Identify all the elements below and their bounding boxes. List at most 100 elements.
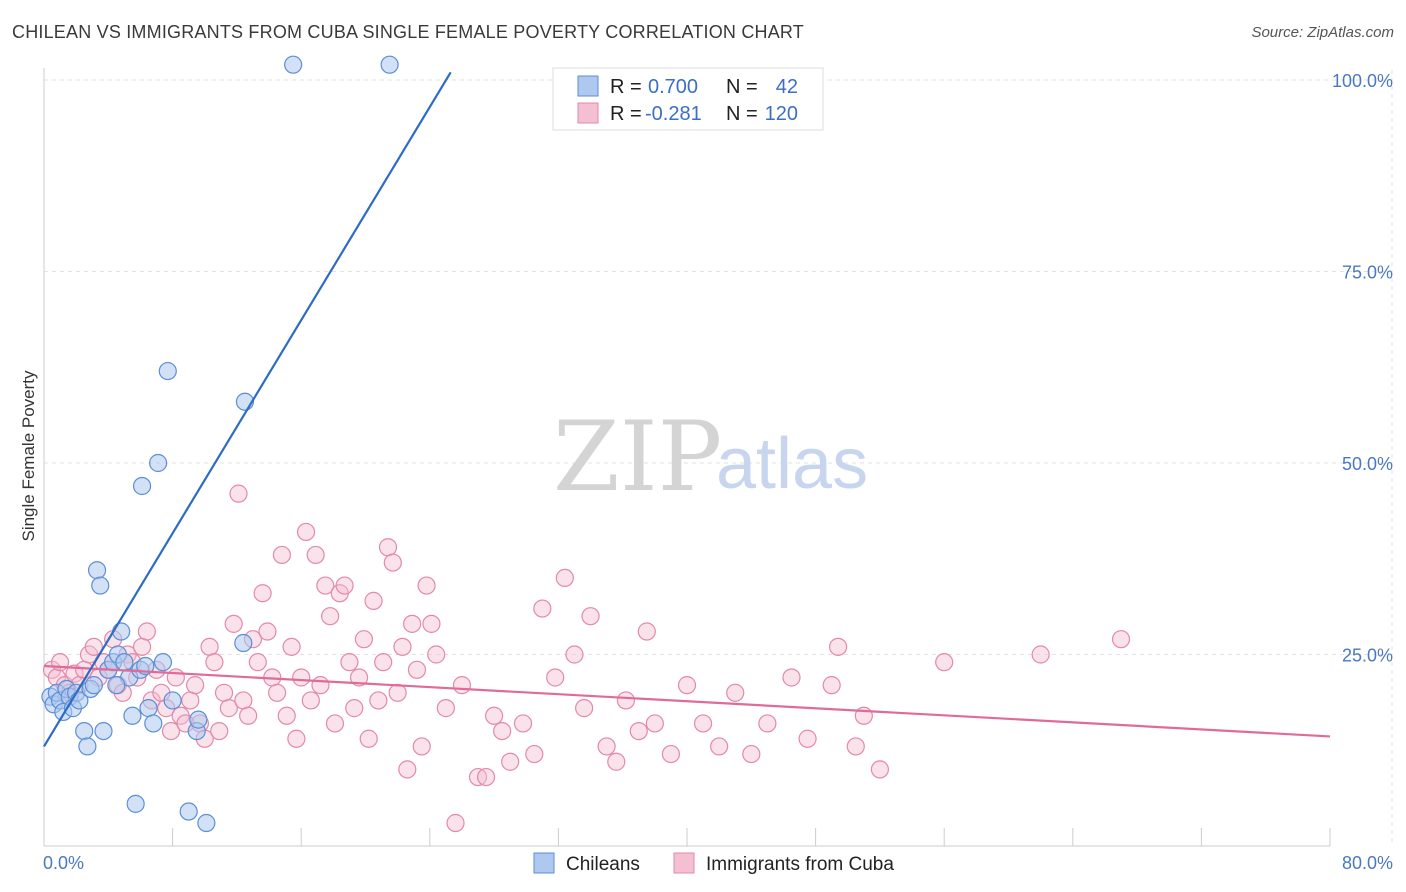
cuba-point <box>311 676 330 695</box>
y-tick-labels: 25.0% 50.0% 75.0% 100.0% <box>1332 71 1393 666</box>
chilean-point <box>158 361 177 381</box>
cuba-point <box>340 653 359 672</box>
legend-n-value-2: 120 <box>765 103 798 125</box>
series-legend-chileans: Chileans <box>566 854 640 875</box>
cuba-point <box>782 668 801 687</box>
y-tick-label: 50.0% <box>1342 454 1393 474</box>
chilean-point <box>153 653 173 672</box>
cuba-point <box>501 752 520 771</box>
cuba-point <box>166 668 185 687</box>
chilean-point <box>78 737 97 756</box>
cuba-point <box>296 522 316 542</box>
series-legend-swatch-chileans <box>533 852 555 874</box>
legend-r-label-2: R = <box>610 103 642 125</box>
chilean-point <box>91 576 110 595</box>
cuba-point <box>452 676 472 695</box>
cuba-point <box>485 706 504 725</box>
legend-r-value-2: -0.281 <box>645 103 702 125</box>
cuba-point <box>637 622 656 641</box>
cuba-point <box>301 691 320 710</box>
y-tick-label: 100.0% <box>1332 71 1393 91</box>
cuba-point <box>383 553 402 572</box>
axes <box>43 68 1331 847</box>
watermark: ZIP atlas <box>553 401 868 513</box>
cuba-points <box>42 484 1131 833</box>
cuba-point <box>607 752 626 771</box>
chart-source: Source: ZipAtlas.com <box>1251 24 1394 41</box>
cuba-point <box>846 737 865 756</box>
cuba-point <box>321 607 340 626</box>
cuba-point <box>726 683 745 702</box>
cuba-trend-line <box>43 664 1331 738</box>
cuba-point <box>277 706 296 725</box>
cuba-point <box>258 622 277 641</box>
cuba-point <box>267 683 287 702</box>
cuba-point <box>403 614 422 633</box>
cuba-point <box>349 668 369 687</box>
chilean-point <box>163 691 182 710</box>
cuba-point <box>710 737 729 756</box>
cuba-point <box>661 744 681 764</box>
chilean-point <box>87 561 107 580</box>
cuba-point <box>306 545 325 565</box>
cuba-point <box>412 737 431 756</box>
x-tick-min: 0.0% <box>43 853 84 873</box>
cuba-point <box>132 637 152 656</box>
legend-r-value-1: 0.700 <box>648 76 698 98</box>
cuba-point <box>248 653 267 672</box>
chilean-point <box>380 55 399 74</box>
cuba-point <box>417 576 436 595</box>
cuba-point <box>798 729 817 748</box>
cuba-point <box>325 714 345 733</box>
grid-lines <box>44 70 1393 846</box>
chilean-point <box>149 453 168 473</box>
cuba-point <box>1031 645 1050 664</box>
chilean-point <box>144 714 163 733</box>
cuba-point <box>200 637 219 656</box>
series-legend-cuba: Immigrants from Cuba <box>706 854 894 875</box>
chilean-point <box>197 813 216 833</box>
chilean-point <box>112 622 131 641</box>
cuba-point <box>224 614 243 633</box>
legend-swatch-cuba <box>577 102 599 124</box>
chilean-point <box>189 710 208 729</box>
cuba-point <box>345 699 364 718</box>
chilean-point <box>284 55 303 74</box>
cuba-point <box>476 767 496 787</box>
cuba-point <box>525 744 544 764</box>
chart-title: CHILEAN VS IMMIGRANTS FROM CUBA SINGLE F… <box>12 22 805 42</box>
cuba-point <box>393 637 412 656</box>
cuba-point <box>364 591 383 610</box>
cuba-point <box>616 691 636 710</box>
cuba-point <box>533 599 552 618</box>
cuba-point <box>292 668 311 687</box>
cuba-point <box>253 584 272 603</box>
chilean-point <box>126 794 145 813</box>
cuba-point <box>65 664 84 683</box>
cuba-point <box>186 676 205 695</box>
chilean-point <box>132 476 152 496</box>
cuba-point <box>161 721 181 741</box>
cuba-point <box>137 622 156 641</box>
cuba-point <box>229 484 248 503</box>
cuba-point <box>758 714 777 733</box>
cuba-point <box>935 653 954 672</box>
cuba-point <box>359 729 378 748</box>
cuba-point <box>272 545 292 565</box>
cuba-point <box>693 714 713 733</box>
stats-legend: R = 0.700 N = 42 R = -0.281 N = 120 <box>552 67 824 131</box>
cuba-point <box>398 760 417 779</box>
cuba-point <box>822 676 841 695</box>
series-legend-swatch-cuba <box>673 852 695 874</box>
cuba-point <box>407 660 427 679</box>
chilean-point <box>75 721 94 741</box>
legend-r-label-1: R = <box>610 76 642 98</box>
cuba-point <box>427 645 446 664</box>
chilean-point <box>139 699 158 718</box>
cuba-point <box>239 706 258 725</box>
cuba-point <box>575 699 594 718</box>
cuba-point <box>374 653 393 672</box>
cuba-point <box>388 683 407 702</box>
y-tick-label: 75.0% <box>1342 263 1393 283</box>
chilean-point <box>234 633 253 653</box>
